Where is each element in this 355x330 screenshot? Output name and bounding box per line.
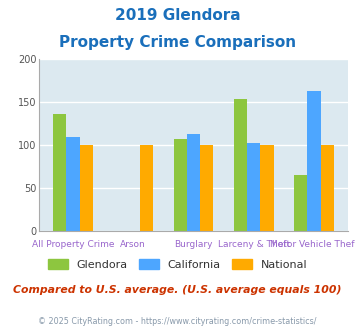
Bar — [307, 91, 321, 231]
Text: Larceny & Theft: Larceny & Theft — [218, 240, 290, 248]
Bar — [234, 99, 247, 231]
Bar — [247, 143, 260, 231]
Bar — [187, 134, 200, 231]
Legend: Glendora, California, National: Glendora, California, National — [43, 255, 312, 274]
Bar — [53, 114, 66, 231]
Bar — [321, 145, 334, 231]
Text: Burglary: Burglary — [174, 240, 213, 248]
Bar — [294, 175, 307, 231]
Bar — [140, 145, 153, 231]
Text: All Property Crime: All Property Crime — [32, 240, 114, 248]
Text: Arson: Arson — [120, 240, 146, 248]
Text: Motor Vehicle Theft: Motor Vehicle Theft — [270, 240, 355, 248]
Bar — [260, 145, 274, 231]
Text: © 2025 CityRating.com - https://www.cityrating.com/crime-statistics/: © 2025 CityRating.com - https://www.city… — [38, 317, 317, 326]
Bar — [200, 145, 213, 231]
Bar — [80, 145, 93, 231]
Text: Property Crime Comparison: Property Crime Comparison — [59, 35, 296, 50]
Bar — [174, 139, 187, 231]
Bar — [66, 137, 80, 231]
Text: 2019 Glendora: 2019 Glendora — [115, 8, 240, 23]
Text: Compared to U.S. average. (U.S. average equals 100): Compared to U.S. average. (U.S. average … — [13, 285, 342, 295]
